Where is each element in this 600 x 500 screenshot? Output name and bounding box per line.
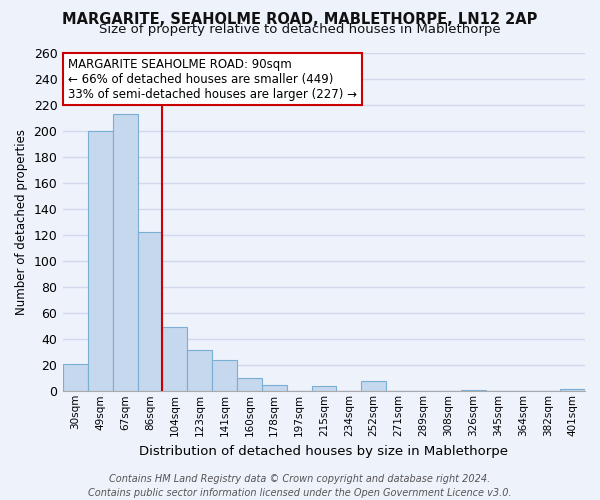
Bar [262,384,287,392]
Text: Contains HM Land Registry data © Crown copyright and database right 2024.
Contai: Contains HM Land Registry data © Crown c… [88,474,512,498]
Y-axis label: Number of detached properties: Number of detached properties [15,129,28,315]
Bar [237,378,262,392]
Bar [461,390,485,392]
Text: MARGARITE SEAHOLME ROAD: 90sqm
← 66% of detached houses are smaller (449)
33% of: MARGARITE SEAHOLME ROAD: 90sqm ← 66% of … [68,58,357,100]
Bar [311,386,337,392]
Text: MARGARITE, SEAHOLME ROAD, MABLETHORPE, LN12 2AP: MARGARITE, SEAHOLME ROAD, MABLETHORPE, L… [62,12,538,28]
Bar [137,232,163,392]
Bar [163,328,187,392]
X-axis label: Distribution of detached houses by size in Mablethorpe: Distribution of detached houses by size … [139,444,508,458]
Text: Size of property relative to detached houses in Mablethorpe: Size of property relative to detached ho… [99,22,501,36]
Bar [88,130,113,392]
Bar [113,114,137,392]
Bar [212,360,237,392]
Bar [187,350,212,392]
Bar [560,388,585,392]
Bar [63,364,88,392]
Bar [361,381,386,392]
